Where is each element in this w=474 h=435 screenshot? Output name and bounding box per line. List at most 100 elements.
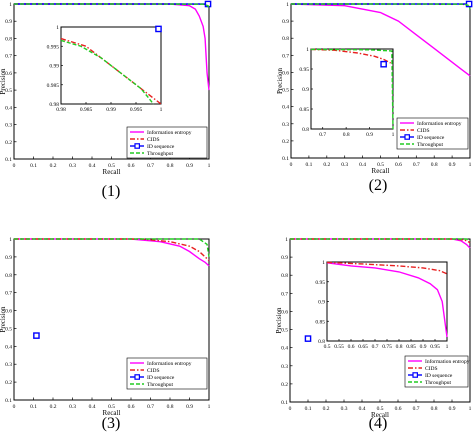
chart4-inset-ytick-label: 0.9 (318, 300, 325, 306)
chart2-ytick-label: 0.8 (282, 36, 289, 42)
chart3-ytick-label: 0.7 (5, 291, 12, 297)
chart3-xtick-label: 1 (208, 404, 211, 410)
chart2-ytick-label: 0.3 (282, 122, 289, 128)
chart3-legend-marker (134, 374, 141, 380)
chart3-ylabel: Precision (0, 306, 7, 333)
chart1-inset-point-id-sequence (155, 25, 162, 33)
chart2-point-id-sequence (465, 0, 473, 8)
chart4-legend-label: Information entropy (425, 358, 470, 365)
chart4-series-throughput (290, 238, 471, 242)
chart3-ytick-label: 1 (9, 237, 12, 243)
chart4-xtick-label: 1 (469, 406, 472, 412)
chart1-xlabel: Recall (103, 168, 121, 176)
chart2-xlabel: Recall (372, 167, 390, 175)
chart-panel-2: 0 0.1 0.2 0.3 0.4 0.5 0.6 0.7 0.8 0.9 10.10.20.30.… (276, 0, 473, 194)
chart1-inset-ytick-label: 0.985 (47, 83, 60, 89)
chart3-xtick-label: 0.4 (89, 404, 96, 410)
chart-panel-1: 0 0.1 0.2 0.3 0.4 0.5 0.6 0.7 0.8 0.9 10.10.20.30.… (0, 0, 212, 200)
chart4-inset-xtick-label: 0.85 (406, 344, 416, 350)
chart2-xtick-label: 0 (290, 162, 293, 168)
chart2-ytick-label: 0.4 (282, 105, 289, 111)
chart1-inset-xtick-label: 0.99 (106, 107, 116, 113)
chart2-legend-label: Information entropy (417, 120, 462, 127)
chart4-legend-label: Throughput (425, 380, 451, 386)
chart4-xtick-label: 0.5 (377, 406, 384, 412)
chart1-legend-label: CIDS (147, 137, 160, 143)
chart2-inset-bg (311, 49, 393, 129)
chart1-inset-ytick-label: 0.995 (47, 44, 60, 50)
chart2-ytick-label: 0.7 (282, 53, 289, 59)
chart4-ytick-label: 0.8 (281, 273, 288, 279)
chart-panel-4: 0 0.1 0.2 0.3 0.4 0.5 0.6 0.7 0.8 0.9 10.10.20.30.… (275, 237, 472, 432)
chart3-ytick-label: 0.9 (5, 255, 12, 261)
chart3-legend-label: Throughput (147, 382, 173, 388)
chart4-inset-xtick-label: 0.95 (430, 344, 440, 350)
chart1-xtick-label: 0.5 (108, 163, 115, 169)
chart2-inset-ytick-label: 1 (306, 47, 309, 53)
chart1-xtick-label: 0.2 (50, 163, 57, 169)
chart4-ytick-label: 0.9 (281, 255, 288, 261)
chart4-caption: (4) (369, 415, 388, 432)
chart1-inset-series-throughput (60, 39, 155, 105)
chart3-xlabel: Recall (103, 409, 121, 417)
chart4-inset-xtick-label: 0.8 (396, 344, 403, 350)
chart2-ylabel: Precision (276, 67, 284, 94)
chart3-xtick-label: 0.8 (167, 404, 174, 410)
chart1-ytick-label: 1 (9, 2, 12, 8)
chart4-point-id-sequence (304, 335, 312, 342)
chart1-xtick-label: 0.8 (167, 163, 174, 169)
chart1-inset-xtick-label: 0.995 (130, 107, 143, 113)
chart1-inset-ytick-label: 1 (56, 25, 59, 31)
chart4-ylabel: Precision (275, 307, 283, 334)
chart4-xtick-label: 0.9 (449, 406, 456, 412)
chart1-legend-marker (134, 143, 141, 149)
chart2-caption: (2) (369, 177, 388, 194)
chart4-series-information-entropy (290, 238, 471, 249)
chart2-xtick-label: 0.9 (449, 162, 456, 168)
chart3-ytick-label: 0.6 (5, 309, 12, 315)
chart2-inset-ytick-label: 0.95 (299, 67, 309, 73)
chart3-ytick-label: 0.4 (5, 344, 12, 350)
chart4-legend-label: CIDS (425, 366, 438, 372)
chart1-legend-label: ID sequence (147, 144, 175, 150)
chart1-inset-xtick-label: 0.985 (80, 107, 93, 113)
chart4-inset-xtick-label: 0.7 (372, 344, 379, 350)
chart3-xtick-label: 0.6 (128, 404, 135, 410)
chart4-inset-xtick-label: 0.75 (382, 344, 392, 350)
chart3-ytick-label: 0.2 (5, 380, 12, 386)
chart2-inset-xtick-label: 0.8 (343, 132, 350, 138)
chart2-inset-series-throughput (310, 48, 394, 130)
chart1-inset-xtick-label: 0.98 (56, 107, 66, 113)
chart2-xtick-label: 0.8 (431, 162, 438, 168)
chart4-inset-bg (327, 262, 447, 341)
chart3-legend-label: ID sequence (147, 375, 175, 381)
chart4-inset-ytick-label: 1 (322, 260, 325, 266)
chart1-inset-xtick-label: 1 (160, 107, 163, 113)
chart2-xtick-label: 0.5 (377, 162, 384, 168)
chart4-legend-marker (412, 372, 419, 378)
chart3-xtick-label: 0.1 (30, 404, 37, 410)
chart1-legend-label: Throughput (147, 151, 173, 157)
chart4-ytick-label: 0.7 (281, 291, 288, 297)
chart-panel-3: 0 0.1 0.2 0.3 0.4 0.5 0.6 0.7 0.8 0.9 10.10.20.30.… (0, 237, 211, 432)
chart1-series-throughput (14, 3, 210, 10)
chart2-xtick-label: 0.1 (305, 162, 312, 168)
chart4-inset-ytick-label: 0.85 (315, 319, 325, 325)
chart2-inset-ytick-label: 0.85 (299, 107, 309, 113)
chart4-inset-ytick-label: 0.95 (315, 280, 325, 286)
chart2-xtick-label: 0.6 (395, 162, 402, 168)
chart4-inset-xtick-label: 0.5 (324, 344, 331, 350)
chart3-xtick-label: 0.9 (186, 404, 193, 410)
chart2-inset-ytick-label: 0.9 (302, 87, 309, 93)
chart3-ytick-label: 0.1 (5, 398, 12, 404)
chart1-inset-ytick-label: 0.98 (49, 102, 59, 108)
chart4-ytick-label: 1 (285, 237, 288, 243)
chart3-xtick-label: 0.2 (50, 404, 57, 410)
chart4-legend-label: ID sequence (425, 373, 453, 379)
chart4-ytick-label: 0.4 (281, 346, 288, 352)
chart4-ytick-label: 0.3 (281, 364, 288, 370)
chart3-ytick-label: 0.5 (5, 326, 12, 332)
chart2-inset-xtick-label: 1 (392, 132, 395, 138)
